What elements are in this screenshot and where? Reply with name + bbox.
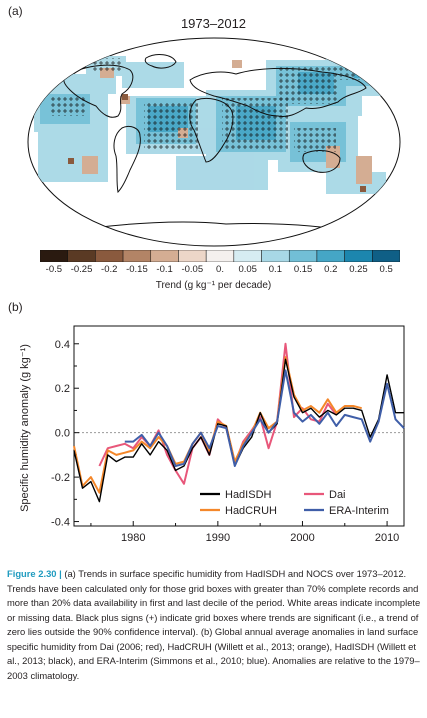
figure-label: Figure 2.30 | bbox=[7, 568, 62, 579]
colorbar-ticks: -0.5 -0.25 -0.2 -0.15 -0.1 -0.05 0. 0.05 0.1 0.15… bbox=[40, 264, 400, 278]
series-line-hadcruh bbox=[73, 356, 362, 494]
humidity-anomaly-chart: -0.4 -0.2 0.0 0.2 0.4 1980 1990 2000 2010 Speci… bbox=[19, 325, 405, 544]
y-axis-label: Specific humidity anomaly (g kg⁻¹) bbox=[19, 344, 31, 512]
colorbar-swatch bbox=[344, 250, 373, 262]
map-title: 1973–2012 bbox=[180, 16, 247, 31]
colorbar-tick-label: 0.15 bbox=[293, 264, 313, 275]
legend-label: ERA-Interim bbox=[329, 505, 389, 517]
colorbar-label: Trend (g kg⁻¹ per decade) bbox=[155, 280, 272, 291]
colorbar-tick-label: 0.2 bbox=[324, 264, 338, 275]
figure-caption: Figure 2.30 | (a) Trends in surface spec… bbox=[7, 567, 421, 683]
colorbar-swatch bbox=[372, 250, 400, 262]
colorbar-swatch bbox=[150, 250, 179, 262]
colorbar-swatch bbox=[40, 250, 68, 262]
colorbar-tick-label: 0.05 bbox=[238, 264, 257, 275]
colorbar-tick-label: -0.5 bbox=[45, 264, 63, 275]
colorbar-tick-label: -0.05 bbox=[181, 264, 204, 275]
colorbar-tick-label: 0.5 bbox=[379, 264, 393, 275]
colorbar-tick-label: 0.25 bbox=[349, 264, 368, 275]
colorbar bbox=[40, 250, 400, 262]
colorbar-tick-label: 0.1 bbox=[268, 264, 282, 275]
y-tick-label: 0.4 bbox=[55, 339, 70, 351]
colorbar-swatch bbox=[261, 250, 290, 262]
colorbar-swatch bbox=[67, 250, 96, 262]
legend-label: HadCRUH bbox=[225, 505, 277, 517]
colorbar-tick-label: 0. bbox=[216, 264, 224, 275]
colorbar-swatch bbox=[95, 250, 124, 262]
colorbar-swatch bbox=[233, 250, 262, 262]
y-tick-label: 0.2 bbox=[55, 383, 70, 395]
caption-text: (a) Trends in surface specific humidity … bbox=[7, 568, 421, 681]
series-line-era-interim bbox=[124, 369, 405, 467]
colorbar-swatch bbox=[316, 250, 345, 262]
panel-b-label: (b) bbox=[8, 300, 23, 314]
y-tick-label: 0.0 bbox=[55, 428, 70, 440]
x-tick-label: 1990 bbox=[206, 532, 230, 544]
series-line-dai bbox=[98, 342, 338, 485]
plot-frame bbox=[73, 325, 405, 527]
colorbar-tick-label: -0.25 bbox=[70, 264, 93, 275]
colorbar-swatch bbox=[178, 250, 207, 262]
panel-a-label: (a) bbox=[8, 4, 23, 18]
colorbar-tick-label: -0.2 bbox=[101, 264, 118, 275]
trend-map bbox=[27, 37, 401, 247]
y-tick-label: -0.2 bbox=[51, 472, 70, 484]
legend-label: Dai bbox=[329, 489, 346, 501]
legend: HadISDH Dai HadCRUH ERA-Interim bbox=[200, 489, 389, 517]
x-tick-label: 2010 bbox=[375, 532, 399, 544]
colorbar-swatch bbox=[122, 250, 152, 262]
legend-label: HadISDH bbox=[225, 489, 272, 501]
colorbar-swatch bbox=[288, 250, 318, 262]
colorbar-swatch bbox=[205, 250, 235, 262]
x-tick-label: 2000 bbox=[290, 532, 314, 544]
series-line-hadisdh bbox=[73, 358, 404, 503]
colorbar-tick-label: -0.15 bbox=[126, 264, 148, 275]
y-tick-label: -0.4 bbox=[51, 517, 70, 529]
x-tick-label: 1980 bbox=[121, 532, 145, 544]
colorbar-tick-label: -0.1 bbox=[156, 264, 173, 275]
